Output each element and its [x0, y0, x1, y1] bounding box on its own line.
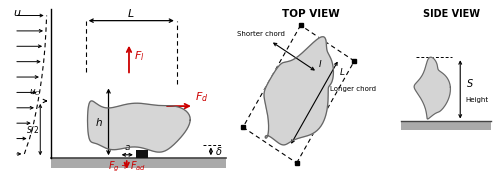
- Text: $I$: $I$: [318, 58, 323, 69]
- Bar: [136, 150, 148, 158]
- Text: $a$: $a$: [124, 143, 130, 152]
- Text: Longer chord: Longer chord: [330, 86, 376, 92]
- Text: $F_g + F_{ad}$: $F_g + F_{ad}$: [108, 159, 146, 174]
- Text: $S$: $S$: [466, 77, 473, 89]
- Text: SIDE VIEW: SIDE VIEW: [423, 9, 480, 19]
- Polygon shape: [264, 37, 334, 145]
- Polygon shape: [414, 57, 451, 119]
- Text: $L$: $L$: [339, 66, 345, 77]
- Text: $u_C$: $u_C$: [30, 88, 42, 98]
- Bar: [50, 158, 226, 168]
- Text: $h$: $h$: [95, 116, 103, 128]
- Text: $u$: $u$: [13, 8, 22, 18]
- Text: $F_l$: $F_l$: [134, 49, 144, 63]
- Text: Height: Height: [466, 97, 488, 103]
- Text: TOP VIEW: TOP VIEW: [282, 9, 340, 19]
- Text: Shorter chord: Shorter chord: [237, 31, 285, 37]
- Text: $L$: $L$: [128, 7, 135, 19]
- Polygon shape: [88, 101, 190, 152]
- Bar: [401, 121, 492, 130]
- Text: $\delta$: $\delta$: [216, 145, 223, 157]
- Text: $S/2$: $S/2$: [26, 124, 39, 135]
- Text: $F_d$: $F_d$: [195, 91, 208, 104]
